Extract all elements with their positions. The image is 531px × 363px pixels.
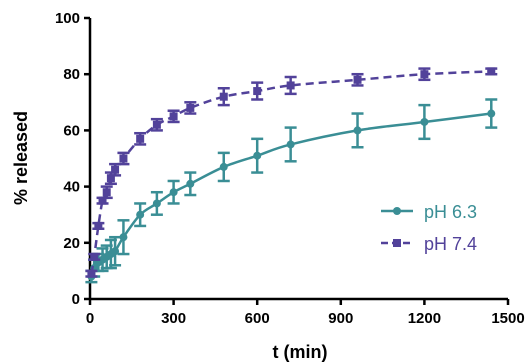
data-point — [420, 70, 429, 79]
data-point — [87, 269, 96, 278]
data-point — [253, 87, 262, 96]
data-point — [119, 233, 128, 242]
y-tick-label: 40 — [63, 179, 80, 196]
data-point — [219, 92, 228, 101]
data-point — [136, 134, 145, 143]
data-point — [169, 112, 178, 121]
data-point — [136, 210, 145, 219]
data-point — [152, 120, 161, 129]
y-axis-title: % released — [11, 111, 31, 205]
data-point — [102, 188, 111, 197]
data-point — [219, 162, 228, 171]
data-point — [286, 81, 295, 90]
x-tick-label: 1500 — [491, 310, 524, 327]
data-point — [420, 117, 429, 126]
legend-label: pH 6.3 — [424, 202, 477, 222]
x-tick-label: 900 — [328, 310, 353, 327]
data-point — [106, 174, 115, 183]
data-point — [152, 199, 161, 208]
data-point — [487, 67, 496, 76]
legend-label: pH 7.4 — [424, 234, 477, 254]
legend-marker-square — [393, 239, 401, 247]
y-tick-label: 80 — [63, 66, 80, 83]
x-tick-label: 300 — [161, 310, 186, 327]
x-tick-label: 600 — [245, 310, 270, 327]
series-2 — [85, 67, 498, 278]
legend-marker-circle — [393, 207, 401, 215]
y-tick-label: 20 — [63, 235, 80, 252]
data-point — [90, 252, 99, 261]
data-point — [186, 103, 195, 112]
data-point — [353, 75, 362, 84]
x-tick-label: 0 — [86, 310, 94, 327]
data-point — [111, 247, 120, 256]
data-point — [353, 126, 362, 135]
data-point — [186, 179, 195, 188]
x-tick-label: 1200 — [408, 310, 441, 327]
legend: pH 6.3 pH 7.4 — [381, 202, 477, 254]
x-axis-title: t (min) — [273, 342, 328, 362]
legend-item-2: pH 7.4 — [381, 234, 477, 254]
data-point — [169, 188, 178, 197]
axes-group: 0 300 600 900 1200 1500 0 20 40 60 80 100 — [55, 10, 525, 327]
series-1 — [85, 98, 498, 284]
data-point — [111, 165, 120, 174]
y-tick-label: 60 — [63, 122, 80, 139]
data-point — [119, 154, 128, 163]
y-tick-label: 0 — [72, 291, 80, 308]
y-tick-label: 100 — [55, 10, 80, 27]
legend-item-1: pH 6.3 — [381, 202, 477, 222]
data-point — [487, 109, 496, 118]
data-point — [286, 140, 295, 149]
data-point — [98, 196, 107, 205]
series-line — [90, 70, 492, 274]
data-point — [94, 221, 103, 230]
series-layer — [85, 67, 498, 284]
data-point — [253, 151, 262, 160]
